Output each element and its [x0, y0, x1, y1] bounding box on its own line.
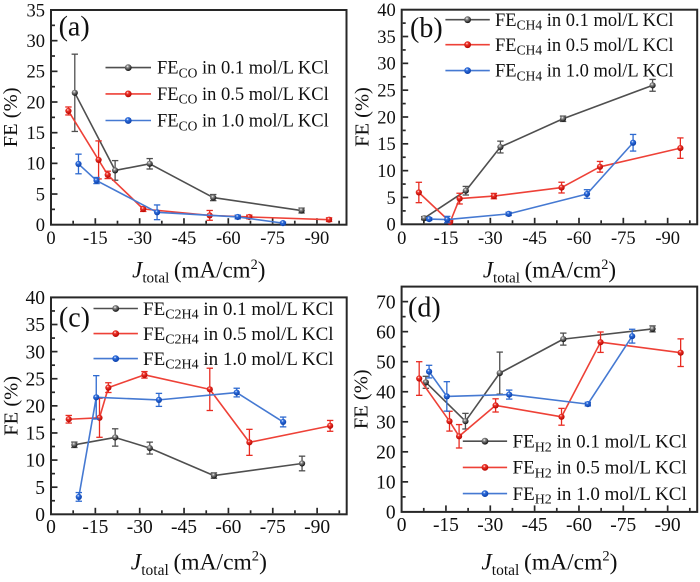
svg-text:-75: -75	[610, 515, 636, 536]
svg-text:5: 5	[36, 185, 45, 205]
svg-text:FE (%): FE (%)	[352, 87, 374, 147]
svg-text:FEH2 in 1.0 mol/L KCl: FEH2 in 1.0 mol/L KCl	[513, 484, 687, 508]
svg-text:FECO in 0.5 mol/L KCl: FECO in 0.5 mol/L KCl	[157, 85, 329, 107]
svg-text:-90: -90	[305, 229, 330, 249]
svg-text:-60: -60	[216, 229, 241, 249]
svg-text:-45: -45	[522, 229, 547, 249]
svg-text:FEH2 in 0.1 mol/L KCl: FEH2 in 0.1 mol/L KCl	[513, 431, 687, 455]
svg-text:(c): (c)	[59, 303, 90, 334]
svg-text:40: 40	[26, 288, 46, 309]
svg-text:10: 10	[377, 162, 396, 182]
svg-text:30: 30	[26, 342, 46, 363]
svg-text:-15: -15	[82, 517, 108, 538]
svg-text:10: 10	[26, 451, 46, 472]
svg-text:30: 30	[377, 55, 396, 75]
svg-text:Jtotal (mA/cm2): Jtotal (mA/cm2)	[132, 257, 265, 287]
svg-text:-90: -90	[655, 515, 681, 536]
svg-text:20: 20	[377, 108, 396, 128]
svg-text:10: 10	[376, 472, 396, 493]
svg-text:0: 0	[36, 216, 45, 236]
svg-text:10: 10	[27, 155, 46, 175]
svg-text:-30: -30	[477, 515, 503, 536]
svg-text:60: 60	[376, 322, 396, 343]
svg-text:FEH2 in 0.5 mol/L KCl: FEH2 in 0.5 mol/L KCl	[513, 458, 687, 482]
svg-text:20: 20	[376, 442, 396, 463]
svg-text:25: 25	[27, 63, 46, 83]
svg-text:25: 25	[377, 81, 396, 101]
svg-text:0: 0	[46, 517, 56, 538]
svg-text:(d): (d)	[408, 293, 441, 324]
svg-text:Jtotal (mA/cm2): Jtotal (mA/cm2)	[483, 257, 616, 287]
svg-text:FE (%): FE (%)	[0, 87, 22, 147]
svg-text:-75: -75	[611, 229, 636, 249]
svg-text:35: 35	[377, 28, 396, 48]
svg-text:FE (%): FE (%)	[0, 376, 22, 436]
svg-text:-15: -15	[433, 515, 459, 536]
svg-text:-90: -90	[655, 229, 680, 249]
svg-text:-75: -75	[260, 517, 286, 538]
svg-text:Jtotal (mA/cm2): Jtotal (mA/cm2)	[481, 549, 617, 577]
svg-text:0: 0	[35, 505, 45, 526]
svg-text:0: 0	[386, 503, 396, 524]
svg-text:(a): (a)	[59, 11, 90, 42]
svg-text:15: 15	[26, 424, 46, 445]
svg-text:0: 0	[46, 229, 55, 249]
svg-text:-45: -45	[522, 515, 548, 536]
svg-text:30: 30	[27, 32, 46, 52]
svg-text:-30: -30	[478, 229, 503, 249]
svg-text:0: 0	[397, 229, 406, 249]
svg-text:0: 0	[397, 515, 407, 536]
svg-text:-45: -45	[172, 229, 197, 249]
svg-text:20: 20	[26, 396, 46, 417]
svg-text:-30: -30	[127, 229, 152, 249]
svg-text:FECO in 0.1 mol/L KCl: FECO in 0.1 mol/L KCl	[157, 59, 329, 81]
svg-text:70: 70	[376, 292, 396, 313]
svg-text:35: 35	[27, 1, 46, 21]
svg-text:25: 25	[26, 369, 46, 390]
svg-text:FE (%): FE (%)	[351, 369, 373, 429]
svg-text:40: 40	[376, 382, 396, 403]
svg-text:40: 40	[377, 1, 396, 21]
svg-text:-60: -60	[566, 515, 592, 536]
svg-text:35: 35	[26, 315, 46, 336]
svg-text:Jtotal (mA/cm2): Jtotal (mA/cm2)	[131, 549, 267, 577]
svg-text:50: 50	[376, 352, 396, 373]
svg-text:-15: -15	[83, 229, 108, 249]
svg-text:-15: -15	[434, 229, 459, 249]
svg-text:5: 5	[35, 478, 45, 499]
svg-text:30: 30	[376, 412, 396, 433]
svg-text:-90: -90	[304, 517, 330, 538]
svg-text:15: 15	[27, 124, 46, 144]
svg-text:(b): (b)	[410, 13, 443, 44]
svg-text:20: 20	[27, 93, 46, 113]
svg-text:15: 15	[377, 135, 396, 155]
svg-text:-45: -45	[171, 517, 197, 538]
svg-text:-75: -75	[260, 229, 285, 249]
svg-text:-30: -30	[127, 517, 153, 538]
svg-text:FECO in 1.0 mol/L KCl: FECO in 1.0 mol/L KCl	[157, 112, 329, 134]
svg-text:-60: -60	[215, 517, 241, 538]
svg-text:5: 5	[386, 189, 395, 209]
svg-text:0: 0	[386, 216, 395, 236]
svg-text:-60: -60	[567, 229, 592, 249]
